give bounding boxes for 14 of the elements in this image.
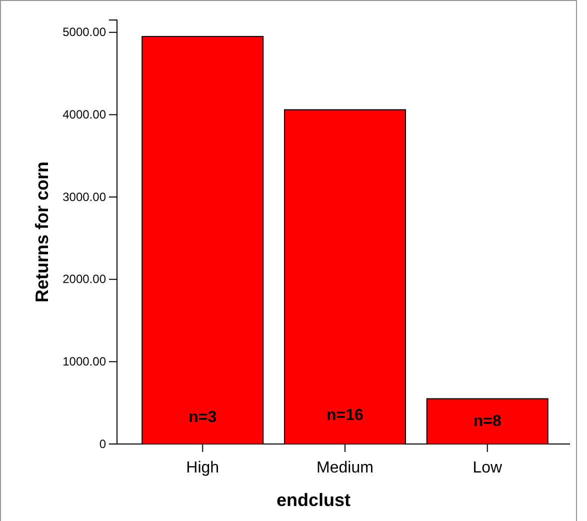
y-tick-label: 1000.00 [62,354,106,369]
x-axis-title: endclust [276,490,351,510]
y-tick-label: 2000.00 [62,272,106,286]
x-tick-label: Low [472,460,502,477]
y-axis-title: Returns for corn [32,161,52,303]
annotation: n=3 [188,409,217,426]
x-tick-label: High [186,460,220,477]
annotation: n=16 [326,407,364,424]
y-tick-label: 5000.00 [62,25,106,40]
y-tick-label: 4000.00 [62,108,106,122]
x-tick-label: Medium [316,460,374,477]
annotation: n=8 [473,413,502,430]
y-tick-label: 3000.00 [62,190,106,204]
y-tick-label: 0 [99,436,106,451]
